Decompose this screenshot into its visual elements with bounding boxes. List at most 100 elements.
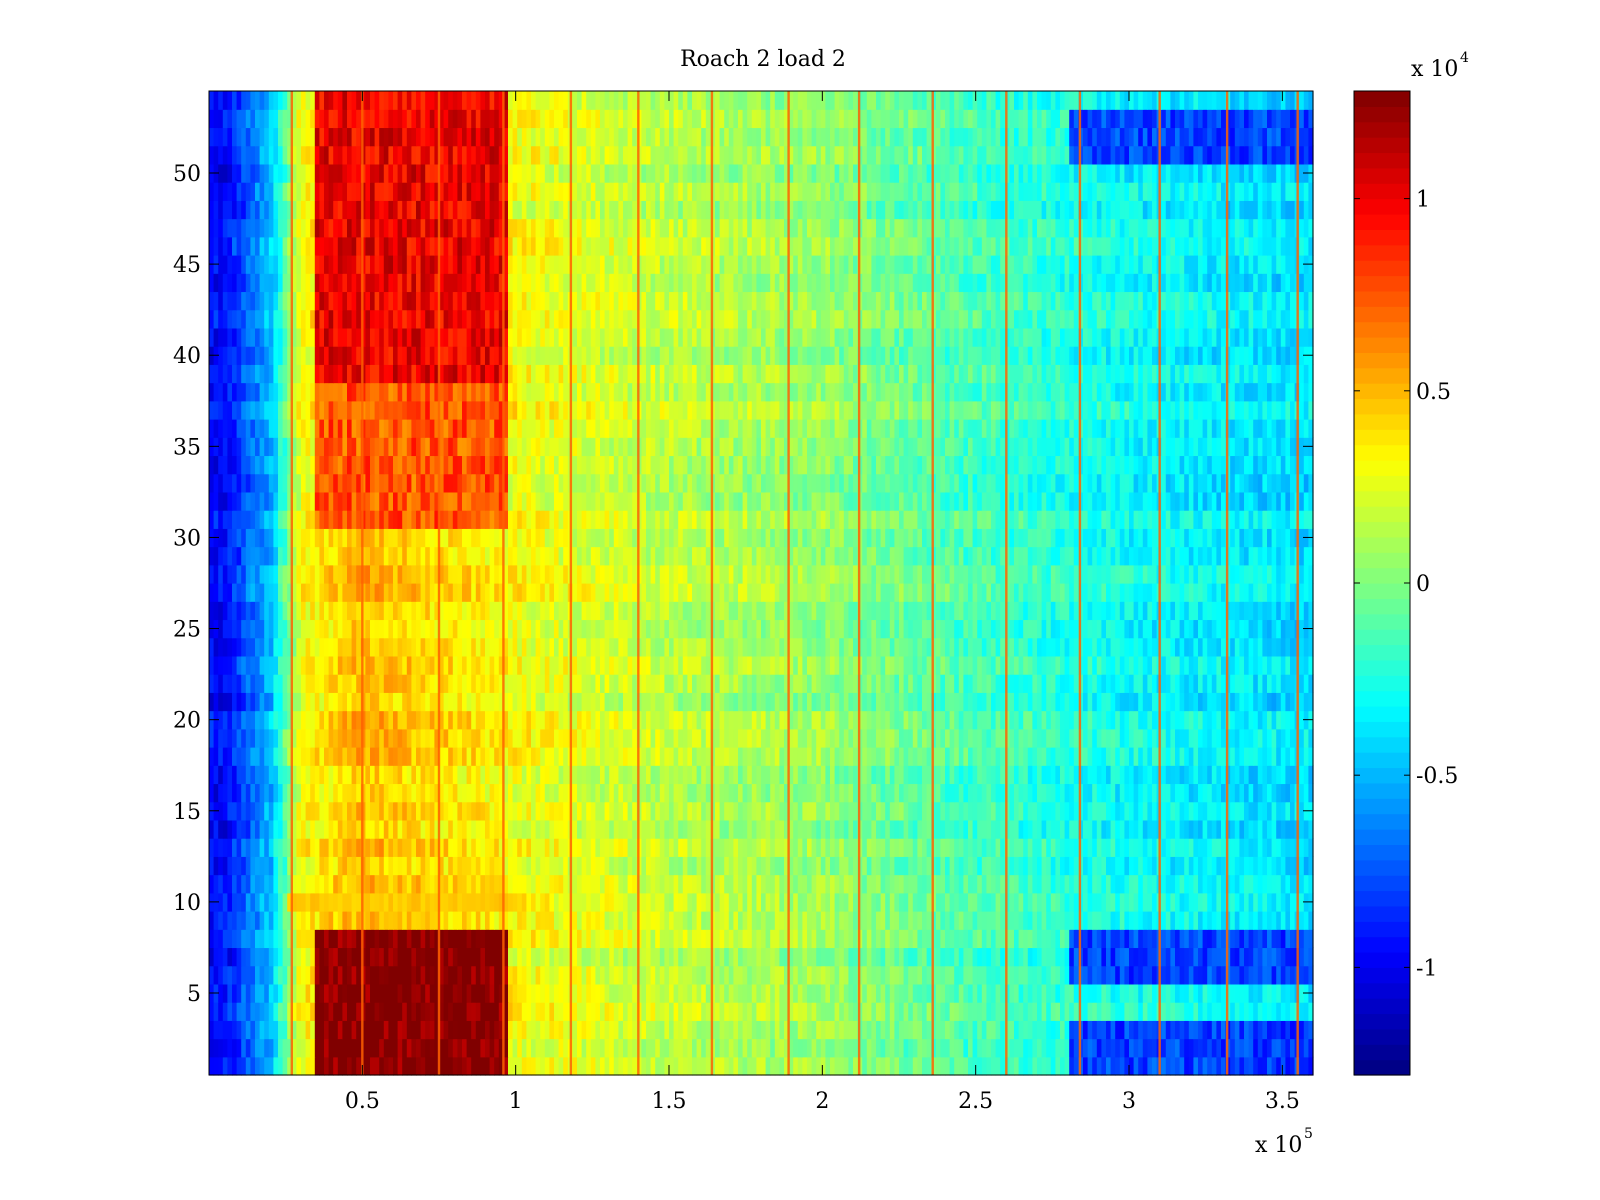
heatmap-cell xyxy=(351,838,357,857)
heatmap-cell xyxy=(1133,710,1139,730)
heatmap-cell xyxy=(659,929,665,949)
heatmap-cell xyxy=(512,692,518,712)
heatmap-cell xyxy=(328,856,334,876)
heatmap-cell xyxy=(696,783,702,803)
heatmap-cell xyxy=(1202,965,1208,985)
heatmap-cell xyxy=(1248,874,1254,894)
heatmap-cell xyxy=(876,728,882,748)
heatmap-cell xyxy=(1161,874,1167,894)
heatmap-cell xyxy=(466,929,472,949)
heatmap-cell xyxy=(1023,911,1029,930)
heatmap-cell xyxy=(820,747,826,766)
heatmap-cell xyxy=(1032,892,1038,912)
heatmap-cell xyxy=(1119,801,1125,821)
heatmap-cell xyxy=(802,947,808,967)
heatmap-cell xyxy=(227,929,233,949)
heatmap-cell xyxy=(1083,892,1089,912)
heatmap-cell xyxy=(1147,819,1153,839)
heatmap-cell xyxy=(816,838,822,857)
heatmap-cell xyxy=(995,783,1001,803)
heatmap-cell xyxy=(324,838,330,857)
heatmap-cell xyxy=(324,1002,330,1021)
heatmap-cell xyxy=(508,692,514,712)
heatmap-cell xyxy=(540,747,546,766)
heatmap-cell xyxy=(623,710,629,730)
heatmap-cell xyxy=(1046,856,1052,876)
heatmap-cell xyxy=(540,947,546,967)
heatmap-cell xyxy=(1179,819,1185,839)
heatmap-cell xyxy=(512,929,518,949)
heatmap-cell xyxy=(1119,747,1125,766)
heatmap-cell xyxy=(291,692,297,712)
heatmap-cell xyxy=(517,783,523,803)
heatmap-cell xyxy=(429,911,435,930)
heatmap-cell xyxy=(581,728,587,748)
heatmap-cell xyxy=(1027,747,1033,766)
heatmap-cell xyxy=(774,947,780,967)
heatmap-cell xyxy=(926,1002,932,1021)
heatmap-cell xyxy=(738,856,744,876)
heatmap-cell xyxy=(1193,983,1199,1003)
heatmap-cell xyxy=(747,765,753,785)
heatmap-cell xyxy=(222,710,228,730)
heatmap-cell xyxy=(1276,1002,1282,1021)
heatmap-cell xyxy=(848,983,854,1003)
heatmap-cell xyxy=(692,892,698,912)
heatmap-cell xyxy=(862,983,868,1003)
heatmap-cell xyxy=(1244,801,1250,821)
heatmap-cell xyxy=(1253,728,1259,748)
heatmap-cell xyxy=(728,728,734,748)
heatmap-cell xyxy=(259,929,265,949)
heatmap-cell xyxy=(1290,1002,1296,1021)
heatmap-cell xyxy=(945,819,951,839)
heatmap-cell xyxy=(1230,747,1236,766)
heatmap-cell xyxy=(356,801,362,821)
heatmap-cell xyxy=(659,765,665,785)
heatmap-cell xyxy=(1041,983,1047,1003)
heatmap-cell xyxy=(1069,728,1075,748)
heatmap-cell xyxy=(1000,965,1006,985)
heatmap-cell xyxy=(894,965,900,985)
heatmap-cell xyxy=(903,1038,909,1058)
heatmap-cell xyxy=(738,765,744,785)
heatmap-cell xyxy=(1262,929,1268,949)
heatmap-cell xyxy=(1248,1038,1254,1058)
heatmap-cell xyxy=(1165,911,1171,930)
heatmap-cell xyxy=(1239,874,1245,894)
heatmap-cell xyxy=(917,801,923,821)
heatmap-cell xyxy=(793,892,799,912)
heatmap-cell xyxy=(1262,783,1268,803)
heatmap-cell xyxy=(986,965,992,985)
heatmap-cell xyxy=(1211,710,1217,730)
heatmap-cell xyxy=(1014,801,1020,821)
heatmap-cell xyxy=(669,838,675,857)
heatmap-cell xyxy=(940,747,946,766)
heatmap-cell xyxy=(379,965,385,985)
heatmap-cell xyxy=(420,965,426,985)
heatmap-cell xyxy=(420,874,426,894)
heatmap-cell xyxy=(761,819,767,839)
heatmap-cell xyxy=(958,856,964,876)
heatmap-cell xyxy=(968,856,974,876)
heatmap-cell xyxy=(1253,710,1259,730)
heatmap-cell xyxy=(742,983,748,1003)
heatmap-cell xyxy=(1234,983,1240,1003)
heatmap-cell xyxy=(1239,1020,1245,1040)
heatmap-cell xyxy=(664,783,670,803)
heatmap-cell xyxy=(365,947,371,967)
heatmap-cell xyxy=(1248,783,1254,803)
heatmap-cell xyxy=(1234,874,1240,894)
heatmap-cell xyxy=(1060,947,1066,967)
heatmap-cell xyxy=(899,1056,905,1076)
heatmap-cell xyxy=(554,1038,560,1058)
heatmap-cell xyxy=(273,801,279,821)
heatmap-cell xyxy=(774,1002,780,1021)
heatmap-cell xyxy=(807,747,813,766)
heatmap-cell xyxy=(669,747,675,766)
heatmap-cell xyxy=(650,947,656,967)
heatmap-cell xyxy=(337,728,343,748)
heatmap-cell xyxy=(462,892,468,912)
heatmap-cell xyxy=(590,819,596,839)
heatmap-cell xyxy=(397,1002,403,1021)
heatmap-cell xyxy=(494,692,500,712)
